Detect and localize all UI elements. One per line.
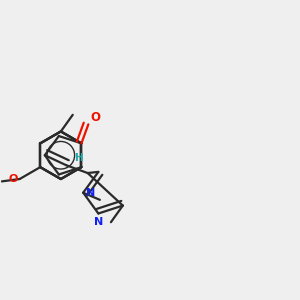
Text: O: O — [9, 174, 18, 184]
Text: H: H — [75, 153, 84, 163]
Text: O: O — [90, 111, 100, 124]
Text: N: N — [94, 217, 104, 227]
Text: N: N — [86, 188, 95, 198]
